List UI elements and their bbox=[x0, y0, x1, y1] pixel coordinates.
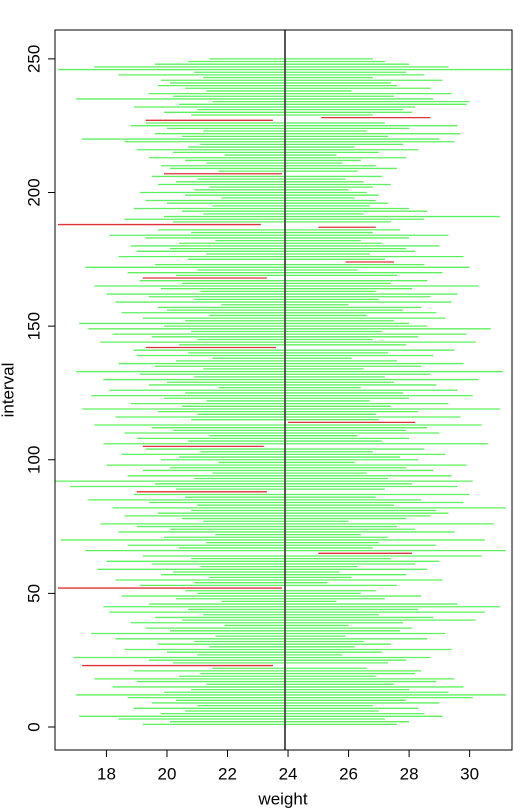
x-tick-label: 20 bbox=[158, 764, 177, 783]
y-tick-label: 250 bbox=[24, 45, 43, 73]
plot-frame bbox=[54, 29, 513, 751]
y-tick-label: 100 bbox=[24, 446, 43, 474]
x-tick-label: 22 bbox=[218, 764, 237, 783]
y-tick-label: 0 bbox=[24, 722, 43, 731]
y-tick-label: 150 bbox=[24, 312, 43, 340]
x-axis-label: weight bbox=[257, 789, 307, 808]
y-tick-label: 50 bbox=[24, 584, 43, 603]
x-tick-label: 18 bbox=[97, 764, 116, 783]
y-tick-label: 200 bbox=[24, 178, 43, 206]
x-tick-label: 26 bbox=[339, 764, 358, 783]
y-axis-label: interval bbox=[0, 363, 17, 418]
plot-area bbox=[55, 30, 512, 750]
x-tick-label: 30 bbox=[460, 764, 479, 783]
x-tick-label: 24 bbox=[279, 764, 298, 783]
x-tick-label: 28 bbox=[400, 764, 419, 783]
